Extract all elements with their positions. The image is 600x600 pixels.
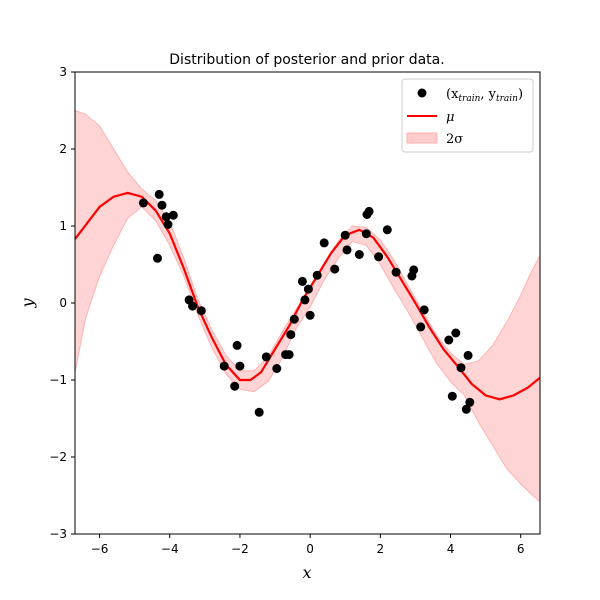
x-tick-label: 2 [377, 542, 385, 556]
data-point [361, 229, 371, 239]
y-axis: −3 −2 −1 0 1 2 3 [49, 65, 75, 541]
data-point [300, 295, 310, 305]
y-axis-label: y [18, 298, 37, 309]
data-point [364, 206, 374, 216]
legend-band-swatch [406, 132, 438, 144]
data-point [354, 250, 364, 259]
data-point [416, 322, 426, 332]
plot-area [75, 109, 540, 503]
training-points [138, 189, 475, 417]
data-point [261, 352, 271, 362]
data-point [168, 210, 178, 220]
data-point [284, 350, 294, 360]
data-point [196, 306, 206, 316]
data-point [391, 267, 401, 277]
data-point [312, 270, 322, 280]
x-tick-label: −6 [91, 542, 109, 556]
data-point [374, 252, 384, 262]
data-point [342, 245, 352, 255]
data-point [161, 212, 171, 222]
data-point [465, 397, 475, 407]
legend-mean-label: μ [446, 110, 454, 125]
chart-title: Distribution of posterior and prior data… [169, 52, 444, 68]
data-point [297, 276, 307, 286]
data-point [289, 314, 299, 324]
data-point [447, 391, 457, 401]
data-point [272, 364, 282, 373]
x-tick-label: 0 [306, 542, 314, 556]
data-point [451, 328, 461, 338]
y-tick-label: −1 [49, 373, 67, 387]
y-tick-label: −2 [49, 450, 67, 464]
x-tick-label: −4 [161, 542, 179, 556]
y-tick-label: 2 [59, 142, 67, 156]
data-point [382, 225, 392, 235]
x-axis-label: x [302, 563, 311, 582]
legend-point-marker [417, 88, 427, 98]
x-tick-label: 4 [447, 542, 455, 556]
data-point [463, 350, 473, 360]
legend-points-label: (xtrain, ytrain) [446, 87, 523, 104]
data-point [254, 407, 264, 417]
data-point [219, 361, 229, 371]
data-point [330, 264, 340, 274]
data-point [138, 198, 148, 208]
data-point [232, 340, 242, 350]
data-point [419, 305, 429, 315]
data-point [409, 265, 419, 275]
data-point [154, 189, 164, 199]
data-point [157, 200, 167, 210]
data-point [340, 230, 350, 240]
data-point [235, 361, 245, 371]
data-point [303, 284, 313, 294]
x-tick-label: −2 [231, 542, 249, 556]
x-tick-label: 6 [517, 542, 525, 556]
data-point [286, 330, 296, 340]
data-point [444, 335, 454, 345]
y-tick-label: −3 [49, 527, 67, 541]
y-tick-label: 0 [59, 296, 67, 310]
data-point [319, 238, 329, 248]
data-point [230, 381, 240, 391]
data-point [461, 404, 471, 414]
data-point [163, 220, 173, 229]
data-point [305, 310, 315, 320]
data-point [188, 301, 198, 311]
data-point [456, 363, 466, 373]
legend-band-label: 2σ [446, 132, 463, 147]
data-point [153, 253, 162, 263]
legend: (xtrain, ytrain) μ 2σ [401, 78, 534, 153]
x-axis: −6 −4 −2 0 2 4 6 [91, 534, 525, 556]
y-tick-label: 3 [59, 65, 67, 79]
y-tick-label: 1 [59, 219, 67, 233]
